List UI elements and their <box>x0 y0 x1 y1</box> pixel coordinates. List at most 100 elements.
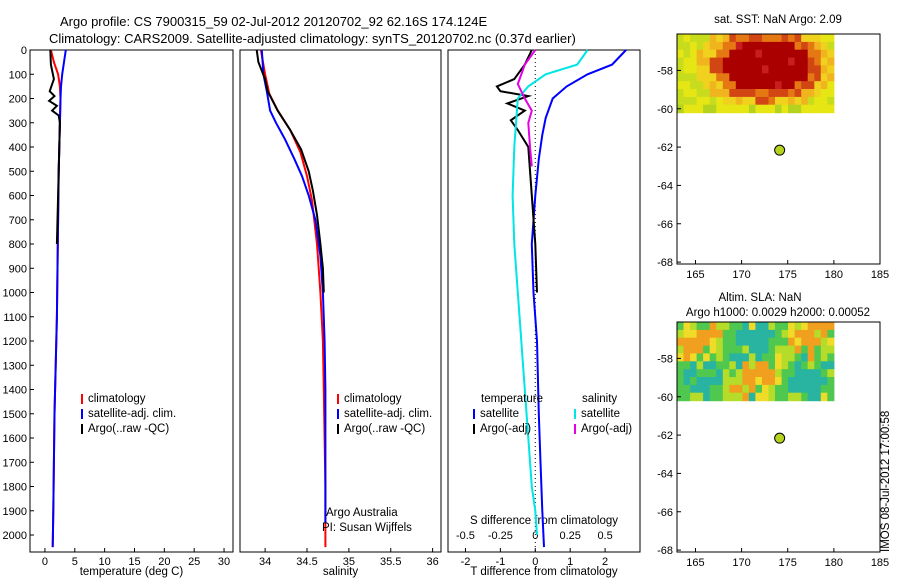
sst_map-field-cell <box>709 73 717 82</box>
sst_map-field-cell <box>729 34 737 43</box>
sla_map-field-cell <box>814 369 822 378</box>
sst_map-field-cell <box>814 89 822 98</box>
sst_map-field-cell <box>755 65 763 74</box>
sla_map-field-cell <box>827 369 835 378</box>
diff-temperature-legend-label: Argo(-adj) <box>480 423 531 435</box>
sla_map-field-cell <box>722 377 730 386</box>
sla_map-field-cell <box>722 322 730 331</box>
sla_map-field-cell <box>755 353 763 362</box>
y-tick-label: 800 <box>9 239 27 251</box>
sst_map-field-cell <box>781 41 789 51</box>
sla_map-field-cell <box>709 337 717 347</box>
sla_map-field-cell <box>703 377 711 386</box>
sla_map-field-cell <box>735 392 743 402</box>
sla_map-field-cell <box>762 377 770 386</box>
plot-frame-salinity <box>239 49 442 553</box>
sla_map-field-cell <box>742 337 750 347</box>
sla_map-field-cell <box>775 384 783 394</box>
sla_map-field-cell <box>716 345 724 355</box>
sla_map-field-cell <box>683 361 691 370</box>
sst_map-field-cell <box>814 81 822 90</box>
sla_map-field-cell <box>768 345 776 355</box>
map-x-tick-label: 185 <box>871 269 889 281</box>
sla_map-field-cell <box>794 361 802 370</box>
sst_map-field-cell <box>683 57 691 67</box>
sst_map-field-cell <box>827 96 835 106</box>
sst_map-field-cell <box>742 96 750 106</box>
sst_map-field-cell <box>775 41 783 51</box>
sst_map-field-cell <box>696 96 704 106</box>
sst_map-field-cell <box>788 89 796 98</box>
sla_map-field-cell <box>742 369 750 378</box>
sst_map-field-cell <box>709 104 717 114</box>
sst_map-field-cell <box>709 89 717 98</box>
sla_map-field-cell <box>742 353 750 362</box>
sla_map-field-cell <box>827 377 835 386</box>
sla_map-field-cell <box>768 377 776 386</box>
x-axis-label-temperature: temperature (deg C) <box>80 566 184 578</box>
sst_map-field-cell <box>775 89 783 98</box>
sst_map-field-cell <box>709 49 717 59</box>
sst_map-field-cell <box>703 34 711 43</box>
sla_map-field-cell <box>703 384 711 394</box>
sst_map-field-cell <box>807 41 815 51</box>
difference-series-line <box>530 49 627 548</box>
x-tick-label: 25 <box>188 556 200 568</box>
sla_map-field-cell <box>716 322 724 331</box>
sla_map-field-cell <box>807 353 815 362</box>
sst_map-field-cell <box>768 73 776 82</box>
y-tick-label: 1300 <box>3 360 27 372</box>
x-tick-label: 35 <box>343 556 355 568</box>
sst_map-field-cell <box>762 96 770 106</box>
sst_map-field-cell <box>690 34 698 43</box>
sla_map-field-cell <box>696 392 704 402</box>
sla_map-field-cell <box>735 377 743 386</box>
y-tick-label: 400 <box>9 142 27 154</box>
sst_map-field-cell <box>755 81 763 90</box>
sst_map-field-cell <box>820 81 828 90</box>
x-tick-label: 0 <box>532 556 538 568</box>
sst_map-field-cell <box>814 34 822 43</box>
sla_map-field-cell <box>690 369 698 378</box>
sla_map-field-cell <box>729 369 737 378</box>
sla_map-field-cell <box>762 345 770 355</box>
sla_map-field-cell <box>722 337 730 347</box>
sla-map-subtitle: Argo h1000: 0.0029 h2000: 0.00052 <box>686 307 870 319</box>
sst_map-field-cell <box>729 41 737 51</box>
sst_map-field-cell <box>762 73 770 82</box>
sst_map-field-cell <box>807 96 815 106</box>
sla_map-field-cell <box>748 369 756 378</box>
sst_map-field-cell <box>781 81 789 90</box>
sst_map-field-cell <box>820 96 828 106</box>
sla_map-field-cell <box>677 369 685 378</box>
sla_map-field-cell <box>807 392 815 402</box>
sst_map-field-cell <box>781 49 789 59</box>
sla_map-field-cell <box>827 329 835 339</box>
sst_map-field-cell <box>768 96 776 106</box>
sla_map-field-cell <box>696 353 704 362</box>
sst_map-field-cell <box>801 89 809 98</box>
sst_map-field <box>677 34 835 114</box>
sst_map-field-cell <box>709 57 717 67</box>
sla_map-field-cell <box>703 392 711 402</box>
y-tick-label: 1500 <box>3 409 27 421</box>
map-x-tick-label: 180 <box>825 269 843 281</box>
sst_map-field-cell <box>768 65 776 74</box>
sst_map-field-cell <box>755 49 763 59</box>
map-y-tick-label: -68 <box>657 545 673 557</box>
sst_map-field-cell <box>748 104 756 114</box>
y-tick-label: 2000 <box>3 530 27 542</box>
difference-series-line <box>511 49 589 536</box>
sst_map-field-cell <box>742 34 750 43</box>
sla_map-field-cell <box>807 329 815 339</box>
sla_map-field-cell <box>807 369 815 378</box>
y-tick-label: 300 <box>9 118 27 130</box>
sla_map-field-cell <box>755 361 763 370</box>
sla_map-field-cell <box>788 392 796 402</box>
x-tick-label: 30 <box>218 556 230 568</box>
sst_map-field-cell <box>703 89 711 98</box>
sla_map-field-cell <box>768 384 776 394</box>
sst_map-field-cell <box>820 41 828 51</box>
sst_map-field-cell <box>762 57 770 67</box>
sst_map-field-cell <box>827 57 835 67</box>
